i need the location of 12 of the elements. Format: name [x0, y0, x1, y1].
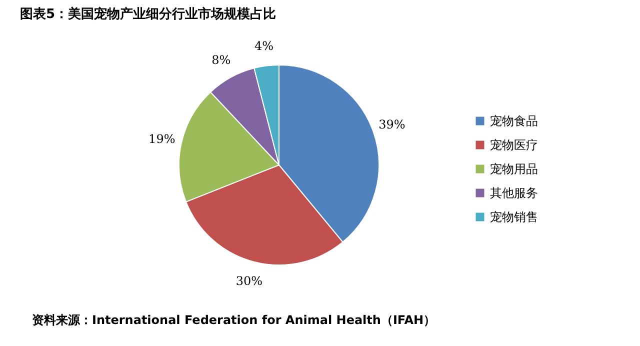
legend-label: 其他服务 — [490, 186, 538, 200]
legend-label: 宠物销售 — [490, 210, 538, 224]
chart-title: 图表5：美国宠物产业细分行业市场规模占比 — [20, 6, 276, 22]
legend-label: 宠物食品 — [490, 114, 538, 128]
data-label: 30% — [236, 274, 262, 288]
data-label: 4% — [254, 38, 274, 53]
data-label: 19% — [148, 132, 176, 146]
legend-label: 宠物用品 — [490, 162, 538, 176]
data-label: 8% — [212, 52, 231, 67]
data-label: 39% — [378, 117, 406, 132]
text: 资料来源：International Federation for Animal Health（IFAH） — [32, 313, 436, 327]
legend-label: 宠物医疗 — [490, 138, 538, 152]
